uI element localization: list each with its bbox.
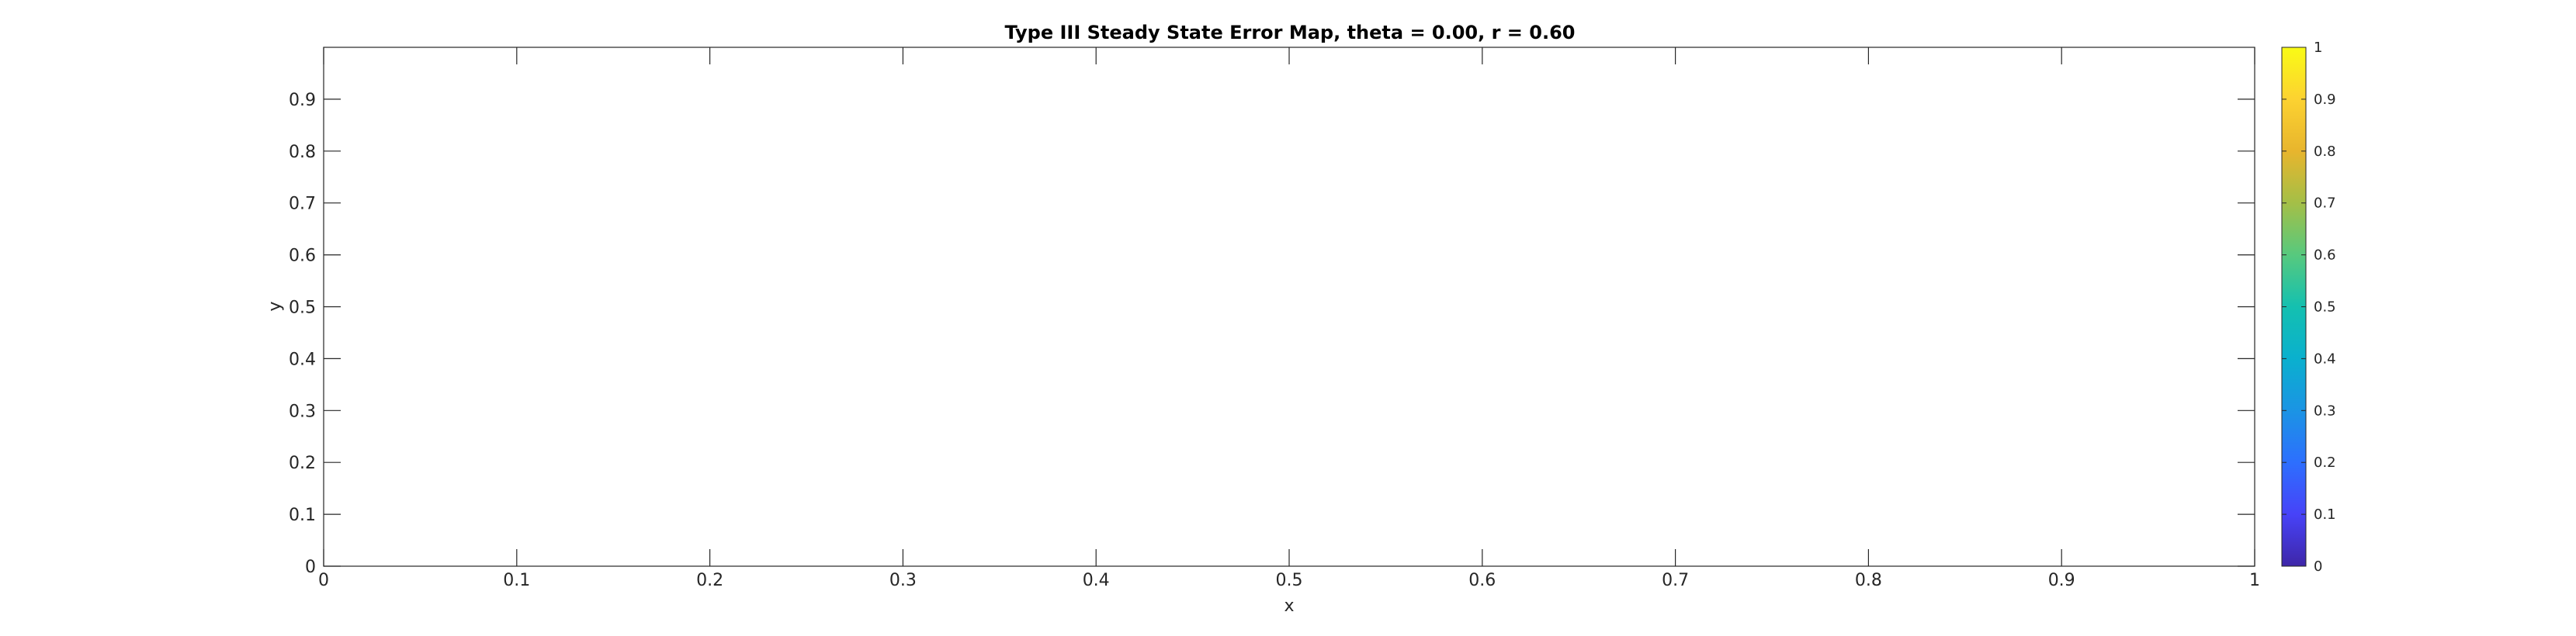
y-tick-label: 0.4 [289,350,316,369]
colorbar-tick-label: 1 [2314,40,2322,56]
x-tick-label: 0 [318,571,329,590]
y-axis-ticks: 0 0.1 0.2 0.3 0.4 0.5 0.6 0.7 0.8 0.9 [289,91,2255,577]
x-tick-label: 0.2 [696,571,723,590]
colorbar-tick-label: 0.2 [2314,455,2336,471]
colorbar-tick-label: 0.4 [2314,351,2336,367]
y-tick-label: 0.7 [289,195,316,214]
y-tick-label: 0.8 [289,143,316,162]
colorbar-tick-label: 0.7 [2314,195,2336,212]
chart-title: Type III Steady State Error Map, theta =… [1005,22,1576,43]
x-tick-label: 0.6 [1468,571,1496,590]
x-tick-label: 0.8 [1855,571,1882,590]
y-tick-label: 0.3 [289,402,316,421]
colorbar-tick-label: 0.3 [2314,403,2336,419]
x-tick-label: 0.3 [889,571,917,590]
x-tick-label: 0.5 [1276,571,1303,590]
y-tick-label: 0 [305,558,316,577]
colorbar-tick-label: 0.8 [2314,143,2336,160]
x-tick-label: 0.4 [1083,571,1110,590]
x-tick-label: 0.1 [503,571,530,590]
colorbar-tick-label: 0.5 [2314,299,2336,316]
y-axis-label: y [265,301,285,311]
x-axis-ticks: 0 0.1 0.2 0.3 0.4 0.5 0.6 0.7 0.8 0.9 1 [318,47,2260,590]
colorbar-tick-label: 0.1 [2314,506,2336,523]
x-tick-label: 0.7 [1662,571,1689,590]
colorbar-tick-label: 0 [2314,558,2322,575]
x-axis-label: x [1284,596,1294,616]
y-tick-label: 0.9 [289,91,316,110]
colorbar-tick-label: 0.6 [2314,247,2336,264]
colorbar-tick-label: 0.9 [2314,92,2336,108]
plot-area [323,47,2255,567]
y-tick-label: 0.6 [289,247,316,266]
y-tick-label: 0.1 [289,506,316,525]
y-tick-label: 0.2 [289,454,316,473]
y-tick-label: 0.5 [289,299,316,318]
x-tick-label: 0.9 [2048,571,2075,590]
x-tick-label: 1 [2249,571,2260,590]
colorbar-ticks: 0 0.1 0.2 0.3 0.4 0.5 0.6 0.7 0.8 0.9 1 [2282,40,2336,575]
